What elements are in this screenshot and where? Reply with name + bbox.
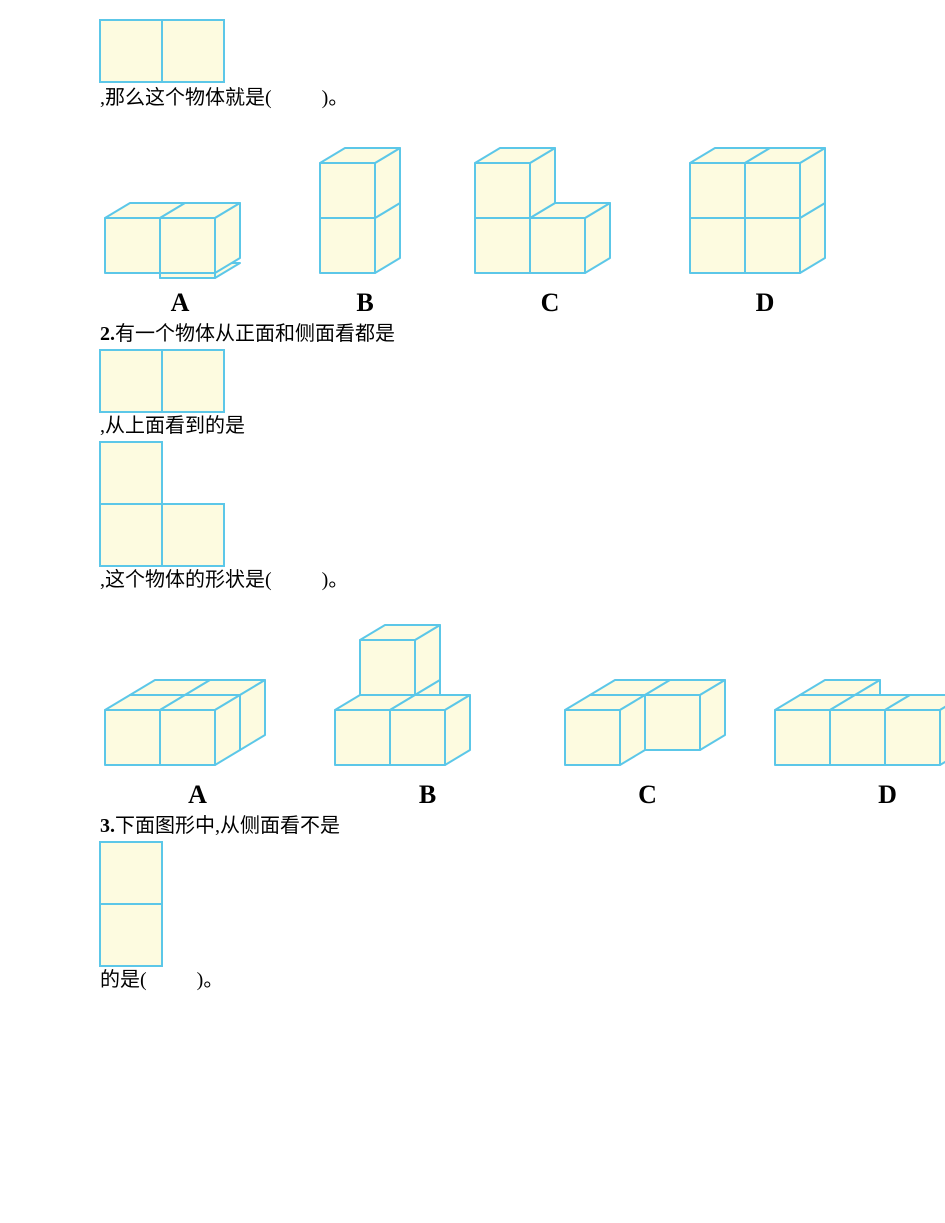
grid-cell (99, 441, 163, 505)
option-label: C (638, 779, 657, 810)
option-label: D (756, 287, 775, 318)
q2-options-row: A (100, 600, 945, 810)
q2-after-line: ,这个物体的形状是( )。 (100, 568, 945, 592)
q3-after-line: 的是( )。 (100, 968, 945, 992)
q1-text-before-blank: ,那么这个物体就是( (100, 87, 272, 109)
grid-cell (161, 349, 225, 413)
option-label: B (419, 779, 436, 810)
option-label: C (541, 287, 560, 318)
q1-options-row: A B (100, 118, 945, 318)
grid-cell (99, 19, 163, 83)
q2-top-grid (100, 442, 226, 566)
cubes-icon (100, 168, 260, 283)
q2-option-b[interactable]: B (330, 600, 525, 810)
grid-cell-empty (162, 442, 224, 504)
option-label: D (878, 779, 897, 810)
q2-option-d[interactable]: D (770, 655, 945, 810)
page: ,那么这个物体就是( )。 (0, 0, 945, 1223)
q2-intro-line: 2.有一个物体从正面和侧面看都是 (100, 322, 945, 346)
q1-intro-grid (100, 20, 226, 82)
cubes-icon (470, 118, 630, 283)
grid-cell (99, 503, 163, 567)
option-label: A (171, 287, 190, 318)
q2-option-a[interactable]: A (100, 655, 295, 810)
cubes-icon (560, 655, 735, 775)
q2-text-mid: ,从上面看到的是 (100, 415, 245, 437)
grid-cell (99, 903, 163, 967)
cubes-icon (685, 118, 845, 283)
grid-cell (99, 349, 163, 413)
q3-text-intro: 下面图形中,从侧面看不是 (115, 815, 340, 837)
option-label: A (188, 779, 207, 810)
cubes-icon (330, 600, 525, 775)
cubes-icon (770, 655, 945, 775)
grid-cell (161, 19, 225, 83)
question-number: 2. (100, 323, 115, 345)
option-label: B (356, 287, 373, 318)
q3-text-after: 的是( (100, 969, 147, 991)
q1-option-a[interactable]: A (100, 168, 260, 318)
grid-cell (161, 503, 225, 567)
q3-intro-line: 3.下面图形中,从侧面看不是 (100, 814, 945, 838)
q2-option-c[interactable]: C (560, 655, 735, 810)
q1-text-close: )。 (322, 87, 349, 109)
q2-text-close: )。 (322, 569, 349, 591)
q2-text-intro: 有一个物体从正面和侧面看都是 (115, 323, 395, 345)
q2-mid-line: ,从上面看到的是 (100, 414, 945, 438)
grid-cell (99, 841, 163, 905)
cubes-icon (100, 655, 295, 775)
q2-front-grid (100, 350, 226, 412)
q1-option-d[interactable]: D (685, 118, 845, 318)
cubes-icon (315, 118, 415, 283)
q1-option-b[interactable]: B (315, 118, 415, 318)
q2-text-after: ,这个物体的形状是( (100, 569, 272, 591)
q1-text-line: ,那么这个物体就是( )。 (100, 86, 945, 110)
q1-option-c[interactable]: C (470, 118, 630, 318)
question-number: 3. (100, 815, 115, 837)
q3-text-close: )。 (197, 969, 224, 991)
q3-side-grid (100, 842, 164, 966)
